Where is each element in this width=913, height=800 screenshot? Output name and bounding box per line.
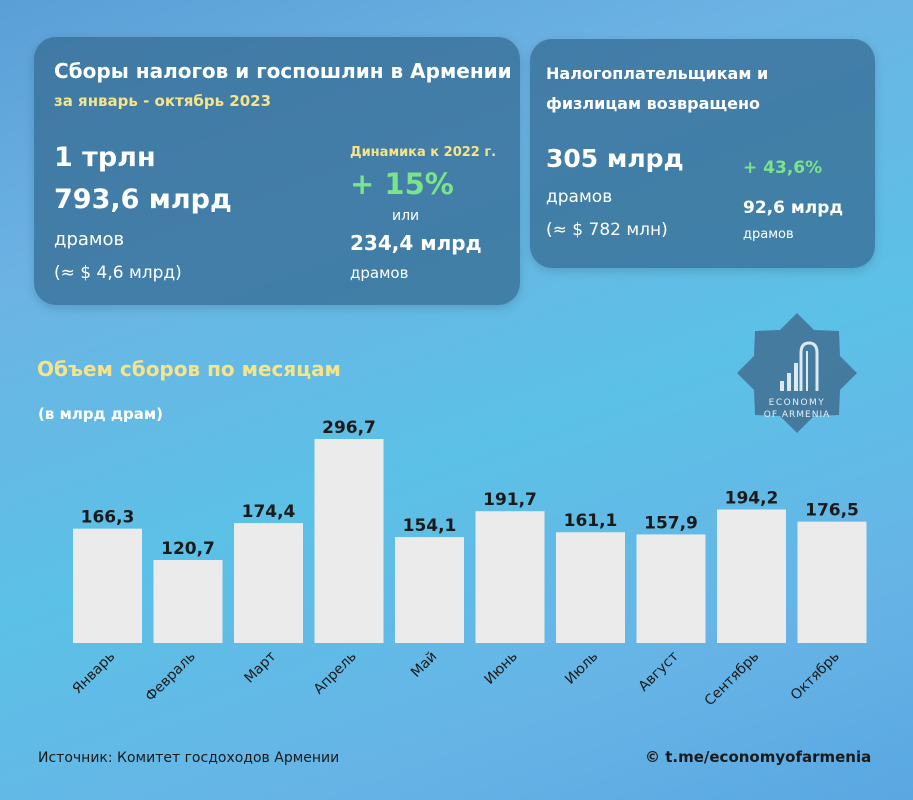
chart-unit-label: (в млрд драм) [38,405,163,423]
refund-growth-percent: + 43,6% [743,158,823,178]
category-label-7: Август [636,649,682,695]
total-line2: 793,6 млрд [54,184,232,215]
category-label-0: Январь [70,649,119,698]
bar-7 [636,534,706,643]
category-label-4: Май [408,649,440,681]
bar-6 [556,532,625,643]
value-label-6: 161,1 [564,511,618,531]
summary-card-refunds: Налогоплательщикам и физлицам возвращено… [530,39,875,268]
refund-unit: драмов [546,187,613,207]
category-label-2: Март [241,649,279,687]
value-label-5: 191,7 [483,490,537,510]
category-label-3: Апрель [311,649,360,698]
card-title: Сборы налогов и госпошлин в Армении [54,59,512,83]
value-label-7: 157,9 [644,513,698,533]
refund-growth-absolute: 92,6 млрд [743,198,844,218]
total-usd: (≈ $ 4,6 млрд) [54,263,182,283]
chart-title: Объем сборов по месяцам [37,357,341,381]
refund-amount: 305 млрд [546,144,684,173]
bar-2 [234,523,303,643]
logo-line2: OF ARMENIA [764,410,831,420]
bar-0 [73,528,142,643]
bar-1 [153,560,223,643]
refund-growth-unit: драмов [743,227,794,242]
dynamics-absolute: 234,4 млрд [350,231,482,255]
category-label-5: Июнь [481,649,520,688]
value-label-4: 154,1 [403,516,457,536]
category-label-9: Октябрь [788,649,843,704]
bar-9 [797,521,867,643]
refund-title-line2: физлицам возвращено [546,94,760,113]
bar-5 [475,511,545,643]
bar-3 [314,439,384,643]
value-label-8: 194,2 [725,488,779,508]
source-note: Источник: Комитет госдоходов Армении [38,750,340,766]
economy-of-armenia-logo: ECONOMY OF ARMENIA [737,313,857,433]
bar-4 [395,537,464,643]
card-subtitle: за январь - октябрь 2023 [54,92,272,110]
logo-line1: ECONOMY [769,398,826,408]
refund-title-line1: Налогоплательщикам и [546,64,769,83]
value-label-3: 296,7 [322,418,376,438]
category-label-1: Февраль [143,649,199,705]
value-label-9: 176,5 [805,501,859,521]
value-label-0: 166,3 [81,508,135,528]
bar-8 [717,509,786,643]
channel-link[interactable]: © t.me/economyofarmenia [645,748,872,766]
refund-usd: (≈ $ 782 млн) [546,220,668,240]
total-unit: драмов [54,229,125,250]
category-label-6: Июль [562,649,601,688]
monthly-collections-bar-chart: 166,3 Январь 120,7 Февраль 174,4 Март 296,7 Апр… [70,418,867,710]
dynamics-percent: + 15% [350,167,454,201]
dynamics-label: Динамика к 2022 г. [350,145,497,160]
value-label-2: 174,4 [242,502,296,522]
category-label-8: Сентябрь [702,649,763,710]
summary-card-tax-collection: Сборы налогов и госпошлин в Армении за я… [34,37,520,305]
dynamics-or: или [392,208,420,224]
total-line1: 1 трлн [54,142,156,173]
value-label-1: 120,7 [161,539,215,559]
dynamics-unit: драмов [350,264,409,282]
